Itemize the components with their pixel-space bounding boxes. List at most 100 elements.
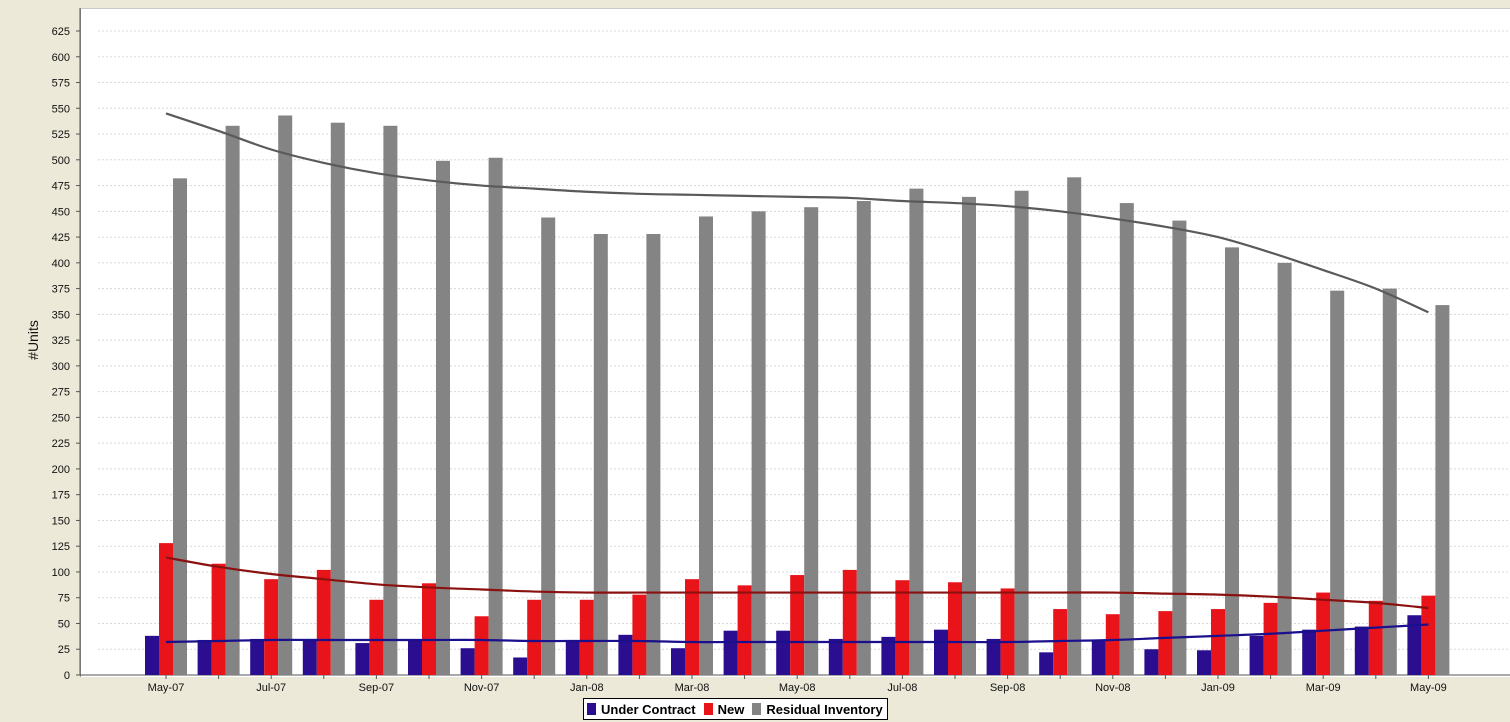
bar-under-contract: [355, 643, 370, 675]
y-tick-label: 550: [52, 103, 70, 115]
bar-new: [264, 579, 279, 675]
x-tick-label: Jul-08: [887, 682, 917, 694]
bar-residual-inventory: [173, 178, 187, 675]
bar-new: [316, 569, 331, 675]
bar-under-contract: [1249, 635, 1264, 675]
x-tick-label: Nov-07: [464, 682, 499, 694]
bar-under-contract: [671, 648, 685, 675]
bar-new: [948, 582, 962, 675]
bar-new: [579, 599, 594, 675]
y-tick-label: 100: [52, 567, 70, 579]
bar-residual-inventory: [1330, 290, 1345, 675]
bar-residual-inventory: [1435, 305, 1450, 675]
legend-label-under-contract: Under Contract: [601, 701, 696, 717]
y-tick-label: 25: [58, 644, 70, 656]
legend-label-residual-inventory: Residual Inventory: [766, 701, 883, 717]
bar-new: [790, 575, 805, 675]
bar-under-contract: [460, 648, 475, 675]
bar-new: [211, 563, 226, 675]
bar-under-contract: [986, 638, 1001, 675]
bar-new: [1316, 592, 1331, 675]
bar-under-contract: [145, 635, 159, 675]
bar-residual-inventory: [856, 201, 871, 676]
x-tick-label: May-07: [148, 682, 185, 694]
y-tick-label: 600: [52, 52, 70, 64]
bar-under-contract: [828, 638, 843, 675]
y-tick-label: 150: [52, 515, 70, 527]
y-gridlines: [98, 30, 1510, 650]
bar-under-contract: [1144, 649, 1159, 675]
plot-area: [80, 8, 1510, 677]
bar-under-contract: [197, 639, 212, 675]
y-tick-label: 500: [52, 155, 70, 167]
bar-residual-inventory: [330, 122, 345, 676]
bar-residual-inventory: [488, 157, 503, 675]
bar-residual-inventory: [646, 233, 661, 675]
bar-new: [369, 599, 384, 675]
legend-label-new: New: [717, 701, 745, 717]
y-tick-label: 425: [52, 232, 70, 244]
y-tick-label: 625: [52, 26, 70, 38]
bar-under-contract: [1407, 615, 1422, 675]
x-tick-label: Mar-09: [1306, 682, 1341, 694]
x-tick-label: Mar-08: [675, 682, 710, 694]
bar-under-contract: [408, 640, 422, 675]
y-tick-label: 450: [52, 206, 70, 218]
y-tick-label: 400: [52, 258, 70, 270]
bar-under-contract: [513, 657, 528, 675]
bar-new: [685, 579, 699, 675]
bar-new: [1000, 588, 1015, 675]
legend-item-new: New: [703, 701, 745, 717]
bar-residual-inventory: [804, 207, 819, 675]
y-tick-label: 200: [52, 464, 70, 476]
bar-new: [474, 616, 489, 675]
bar-residual-inventory: [541, 217, 556, 676]
y-tick-label: 250: [52, 412, 70, 424]
x-tick-label: Sep-08: [990, 682, 1025, 694]
y-tick-label: 175: [52, 490, 70, 502]
bar-new: [632, 594, 647, 675]
trendline-new: [165, 556, 1429, 610]
legend-item-under-contract: Under Contract: [587, 702, 696, 717]
legend: Under Contract New Residual Inventory: [583, 698, 888, 720]
bar-residual-inventory: [1067, 177, 1082, 675]
bar-under-contract: [1354, 626, 1369, 675]
y-tick-label: 0: [64, 670, 70, 682]
x-tick-label: May-08: [779, 682, 816, 694]
legend-swatch-new: [703, 703, 713, 715]
bar-residual-inventory: [751, 211, 766, 675]
bar-residual-inventory: [1014, 190, 1029, 675]
y-tick-label: 125: [52, 541, 70, 553]
y-tick-label: 275: [52, 387, 70, 399]
bar-under-contract: [1197, 650, 1211, 675]
bar-under-contract: [934, 629, 948, 675]
y-tick-label: 325: [52, 335, 70, 347]
bar-new: [1158, 611, 1173, 675]
bar-under-contract: [1091, 639, 1106, 675]
bar-under-contract: [723, 630, 738, 675]
bar-residual-inventory: [699, 216, 713, 676]
y-tick-label: 50: [58, 618, 70, 630]
bar-new: [895, 580, 910, 675]
bar-residual-inventory: [1172, 220, 1187, 675]
legend-swatch-residual-inventory: [752, 703, 762, 715]
bar-new: [842, 569, 857, 675]
bar-residual-inventory: [278, 115, 293, 675]
series-residual-inventory: [173, 115, 1450, 676]
bar-new: [1421, 595, 1436, 675]
y-tick-label: 575: [52, 78, 70, 90]
x-tick-label: Jan-08: [570, 682, 604, 694]
y-tick-label: 300: [52, 361, 70, 373]
bar-under-contract: [776, 630, 791, 675]
bar-new: [737, 585, 752, 675]
trendline-under-contract: [165, 623, 1429, 644]
bar-residual-inventory: [593, 233, 608, 675]
legend-item-residual-inventory: Residual Inventory: [752, 701, 883, 717]
bar-under-contract: [250, 638, 265, 675]
bar-residual-inventory: [1119, 203, 1134, 676]
y-tick-label: 75: [58, 593, 70, 605]
bar-residual-inventory: [436, 160, 450, 676]
bar-residual-inventory: [383, 125, 398, 675]
